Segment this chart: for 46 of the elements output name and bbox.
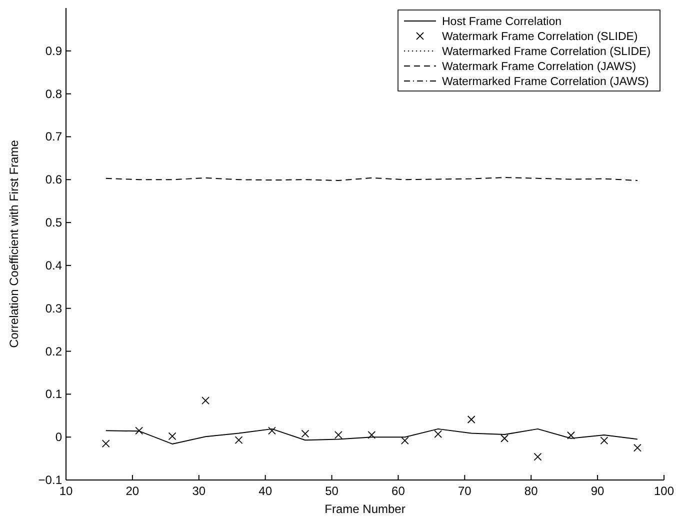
x-tick-label: 30	[192, 484, 206, 498]
y-tick-label: 0.9	[45, 44, 62, 58]
point	[600, 436, 608, 444]
point	[400, 436, 409, 444]
y-tick-label: 0.2	[45, 344, 62, 358]
point	[368, 430, 376, 439]
point	[234, 436, 243, 444]
y-tick-label: 0.4	[45, 258, 62, 272]
line-series	[105, 428, 638, 444]
point	[168, 432, 176, 440]
point	[534, 452, 542, 461]
point	[500, 434, 508, 442]
point	[334, 430, 342, 439]
point	[633, 444, 642, 452]
point	[102, 440, 110, 448]
y-axis-title: Correlation Coefficient with First Frame	[7, 140, 21, 348]
legend-label: Host Frame Correlation	[442, 16, 562, 28]
x-tick-label: 80	[524, 484, 538, 498]
x-tick-label: 70	[458, 484, 472, 498]
x-tick-label: 90	[590, 484, 605, 498]
x-tick-label: 10	[59, 484, 73, 498]
point	[268, 426, 276, 435]
legend-label: Watermarked Frame Correlation (SLIDE)	[442, 46, 651, 58]
y-tick-label: 0.8	[45, 86, 62, 101]
point	[202, 396, 210, 405]
x-tick-label: 20	[126, 484, 140, 498]
x-tick-label: 60	[392, 484, 406, 498]
legend-label: Watermark Frame Correlation (JAWS)	[442, 61, 636, 73]
x-tick-label: 50	[325, 484, 339, 498]
y-tick-label: 0	[55, 430, 62, 444]
point	[135, 426, 144, 435]
y-tick-label: 0.6	[45, 172, 62, 187]
legend-label: Watermark Frame Correlation (SLIDE)	[442, 31, 638, 43]
y-tick-label: −0.1	[38, 473, 62, 487]
point	[434, 430, 442, 438]
x-tick-label: 100	[654, 484, 674, 498]
point	[301, 430, 310, 438]
x-axis-title: Frame Number	[324, 502, 406, 516]
y-tick-label: 0.5	[45, 216, 62, 230]
y-tick-label: 0.7	[45, 130, 62, 144]
y-tick-label: 0.1	[45, 387, 62, 402]
legend-label: Watermarked Frame Correlation (JAWS)	[442, 76, 649, 88]
point	[467, 416, 476, 424]
x-tick-label: 40	[258, 484, 272, 498]
point	[567, 431, 575, 440]
y-tick-label: 0.3	[45, 301, 62, 316]
